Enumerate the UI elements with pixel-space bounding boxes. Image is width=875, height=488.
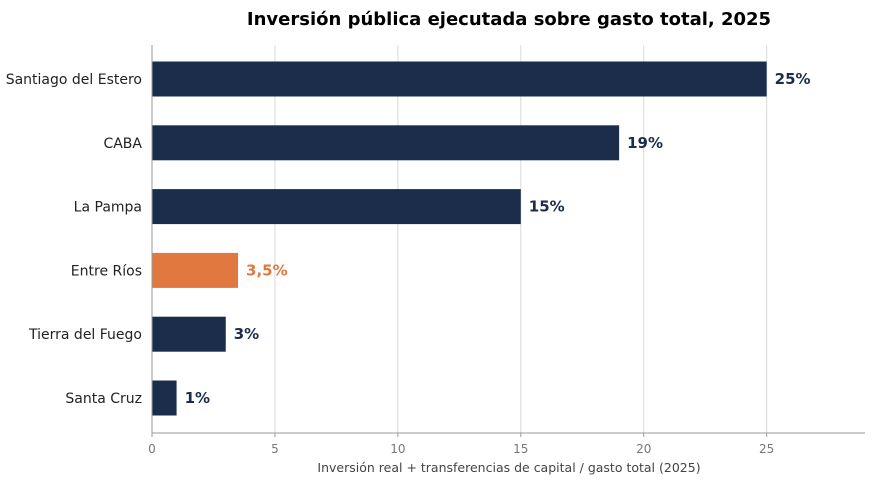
value-labels: 25% 19% 15% 3,5% 3% 1% bbox=[185, 70, 811, 407]
x-tick-labels: 0 5 10 15 20 25 bbox=[148, 433, 774, 456]
bar-la-pampa bbox=[152, 189, 521, 225]
bar-santiago-del-estero bbox=[152, 61, 767, 97]
category-labels: Santiago del Estero CABA La Pampa Entre Río… bbox=[6, 72, 143, 407]
value-label-entre-rios: 3,5% bbox=[246, 261, 288, 279]
bar-layer bbox=[152, 61, 767, 416]
x-tick-label-10: 10 bbox=[390, 442, 405, 456]
value-label-tierra-del-fuego: 3% bbox=[234, 325, 259, 343]
x-tick-label-25: 25 bbox=[759, 442, 774, 456]
x-tick-label-0: 0 bbox=[148, 442, 156, 456]
value-label-caba: 19% bbox=[627, 134, 663, 152]
x-tick-label-15: 15 bbox=[513, 442, 528, 456]
chart-title: Inversión pública ejecutada sobre gasto … bbox=[247, 9, 771, 30]
category-label-la-pampa: La Pampa bbox=[74, 200, 142, 216]
category-label-santiago-del-estero: Santiago del Estero bbox=[6, 72, 142, 88]
bar-caba bbox=[152, 125, 620, 161]
category-label-santa-cruz: Santa Cruz bbox=[65, 391, 142, 407]
value-label-santa-cruz: 1% bbox=[185, 389, 210, 407]
bar-tierra-del-fuego bbox=[152, 316, 226, 352]
grid-layer bbox=[151, 45, 768, 433]
category-label-entre-rios: Entre Ríos bbox=[71, 263, 142, 279]
category-label-caba: CABA bbox=[103, 136, 142, 152]
bar-santa-cruz bbox=[152, 380, 177, 416]
x-tick-label-20: 20 bbox=[636, 442, 651, 456]
value-label-santiago-del-estero: 25% bbox=[775, 70, 811, 88]
value-label-la-pampa: 15% bbox=[529, 198, 565, 216]
category-label-tierra-del-fuego: Tierra del Fuego bbox=[28, 327, 142, 343]
x-axis-title: Inversión real + transferencias de capit… bbox=[317, 460, 700, 475]
x-tick-label-5: 5 bbox=[271, 442, 279, 456]
bar-entre-rios bbox=[152, 252, 239, 288]
